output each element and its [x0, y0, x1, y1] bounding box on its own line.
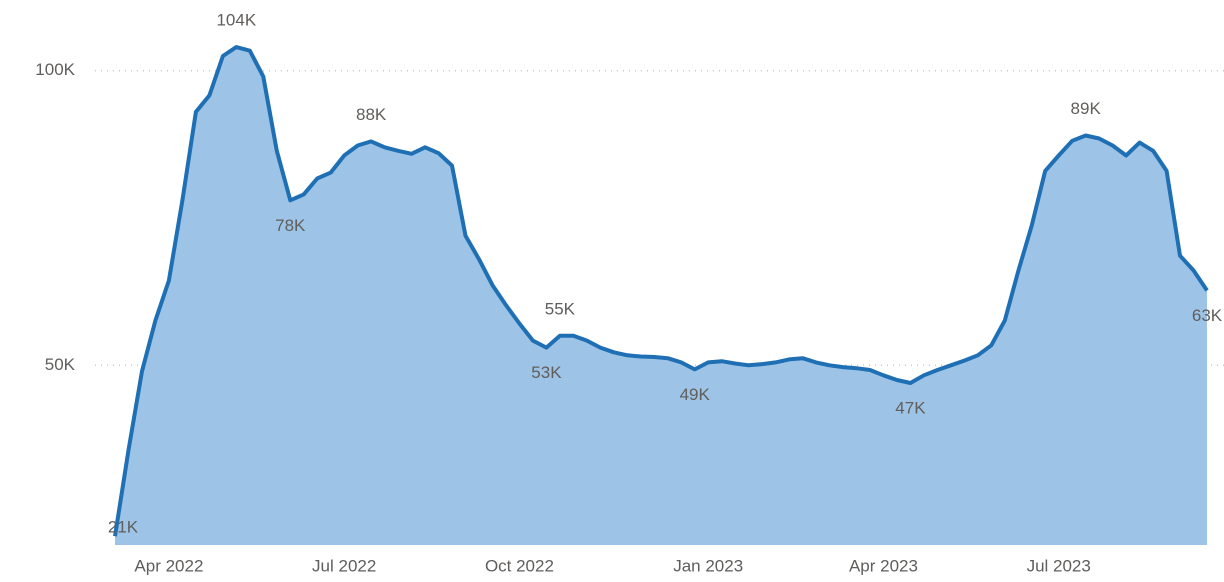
area-line — [113, 45, 1209, 537]
data-label: 88K — [356, 105, 387, 124]
data-label: 89K — [1071, 99, 1102, 118]
x-tick-label: Jul 2023 — [1027, 556, 1091, 575]
data-label: 49K — [680, 385, 711, 404]
data-label: 21K — [108, 518, 139, 537]
x-tick-label: Oct 2022 — [485, 556, 554, 575]
data-label: 78K — [275, 216, 306, 235]
data-label: 47K — [895, 398, 926, 417]
x-tick-label: Jul 2022 — [312, 556, 376, 575]
data-label: 55K — [545, 299, 576, 318]
data-label: 63K — [1192, 306, 1223, 325]
x-tick-label: Apr 2022 — [134, 556, 203, 575]
y-tick-label: 100K — [35, 60, 75, 79]
data-label: 104K — [216, 11, 256, 30]
x-tick-label: Apr 2023 — [849, 556, 918, 575]
y-tick-label: 50K — [45, 355, 76, 374]
x-tick-label: Jan 2023 — [673, 556, 743, 575]
data-label: 53K — [531, 363, 562, 382]
area-fill — [115, 47, 1207, 545]
